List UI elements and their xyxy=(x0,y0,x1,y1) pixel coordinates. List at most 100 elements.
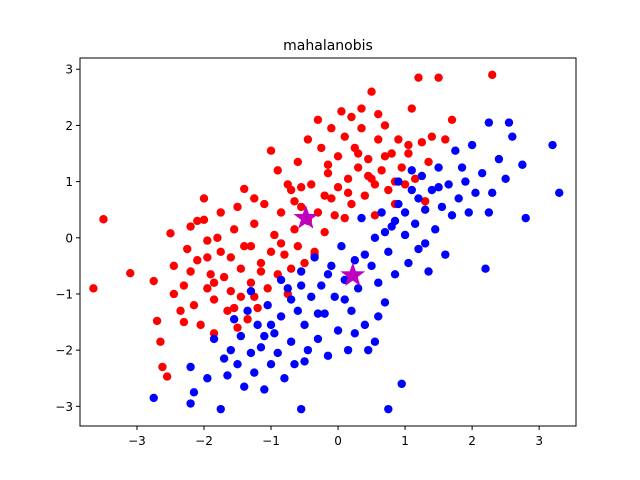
blue-point xyxy=(186,399,195,408)
red-point xyxy=(424,157,433,167)
blue-point xyxy=(434,163,443,172)
red-point xyxy=(420,197,430,206)
blue-point xyxy=(454,194,463,203)
red-point xyxy=(149,276,158,286)
red-point xyxy=(169,289,179,299)
red-point xyxy=(256,258,266,268)
red-point xyxy=(404,149,413,158)
x-tick-label: 2 xyxy=(468,434,476,448)
red-point xyxy=(203,253,212,262)
red-point xyxy=(250,194,259,203)
blue-point xyxy=(303,345,313,355)
blue-point xyxy=(300,357,309,366)
red-point xyxy=(183,244,192,254)
red-point xyxy=(407,104,416,113)
blue-point xyxy=(266,320,276,330)
red-point xyxy=(203,236,212,245)
red-point xyxy=(357,104,366,113)
blue-point xyxy=(290,360,299,369)
blue-point xyxy=(451,146,460,155)
y-tick-label: 1 xyxy=(65,175,73,189)
red-point xyxy=(280,250,289,259)
blue-point xyxy=(477,168,487,178)
blue-point xyxy=(420,205,430,214)
red-point xyxy=(364,154,373,164)
blue-point xyxy=(256,343,266,352)
red-point xyxy=(216,208,225,217)
x-tick-label: 0 xyxy=(334,434,342,448)
x-tick-label: −1 xyxy=(262,434,280,448)
blue-point xyxy=(364,345,373,355)
blue-point xyxy=(447,211,457,220)
red-point xyxy=(417,138,427,147)
blue-point xyxy=(263,301,272,310)
red-point xyxy=(166,229,175,238)
points-layer xyxy=(89,70,564,414)
blue-point xyxy=(219,354,229,363)
red-point xyxy=(333,183,343,192)
blue-point xyxy=(266,360,276,369)
blue-point xyxy=(417,171,427,181)
red-point xyxy=(186,222,195,231)
blue-point xyxy=(327,261,336,271)
blue-point xyxy=(437,202,447,212)
blue-point xyxy=(149,393,158,403)
red-point xyxy=(193,216,202,226)
red-point xyxy=(276,239,286,248)
blue-point xyxy=(236,331,246,341)
red-point xyxy=(240,184,249,194)
red-point xyxy=(229,225,239,234)
plot-area: −3 −2 −1 0 1 2 3 −3 −2 −1 0 1 2 3 xyxy=(55,57,577,448)
red-point xyxy=(176,306,185,316)
red-point xyxy=(283,180,292,189)
red-point xyxy=(209,278,219,287)
blue-point xyxy=(243,306,252,316)
red-point xyxy=(427,132,437,141)
blue-point xyxy=(414,194,423,203)
red-point xyxy=(323,168,333,178)
red-point xyxy=(340,132,349,141)
blue-point xyxy=(229,315,239,324)
blue-point xyxy=(394,199,403,209)
red-point xyxy=(253,303,262,313)
red-point xyxy=(126,268,135,278)
red-point xyxy=(404,140,413,150)
blue-point xyxy=(280,374,289,383)
blue-point xyxy=(461,177,470,186)
red-point xyxy=(169,261,179,271)
red-point xyxy=(380,121,390,130)
blue-point xyxy=(216,404,225,414)
x-tick-label: 1 xyxy=(401,434,409,448)
blue-point xyxy=(337,242,346,251)
blue-point xyxy=(434,183,443,192)
red-point xyxy=(327,194,336,203)
chart-title: mahalanobis xyxy=(283,38,373,54)
red-point xyxy=(226,286,236,296)
red-point xyxy=(273,166,282,175)
red-point xyxy=(89,284,98,293)
blue-point xyxy=(189,388,199,397)
blue-point xyxy=(390,270,400,279)
blue-point xyxy=(427,185,437,195)
red-point xyxy=(317,143,326,153)
red-point xyxy=(193,256,202,265)
red-point xyxy=(374,135,383,144)
red-point xyxy=(158,362,167,372)
blue-point xyxy=(370,337,380,346)
blue-point xyxy=(350,256,360,265)
red-point xyxy=(330,211,339,220)
blue-point xyxy=(441,250,450,259)
red-point xyxy=(189,301,199,310)
red-point xyxy=(99,215,108,224)
blue-point xyxy=(333,326,343,335)
red-point xyxy=(394,135,403,144)
x-tick-label: 3 xyxy=(535,434,543,448)
blue-point xyxy=(347,306,356,316)
blue-point xyxy=(501,174,510,183)
red-point xyxy=(179,317,189,327)
blue-point xyxy=(407,185,416,195)
red-point xyxy=(219,272,229,282)
blue-point xyxy=(313,334,323,344)
y-tick-label: −1 xyxy=(55,287,73,301)
